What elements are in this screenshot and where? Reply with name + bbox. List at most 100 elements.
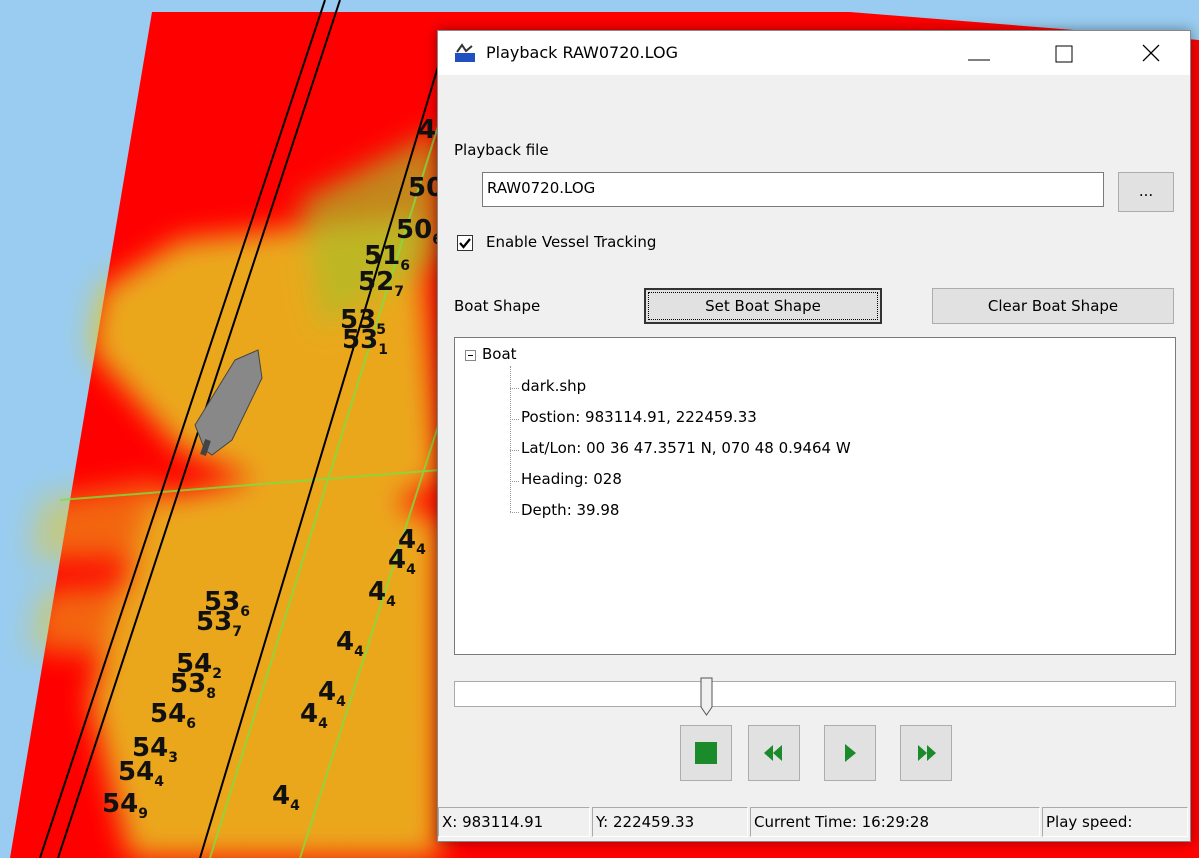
boat-stern — [200, 439, 211, 456]
tree-connector — [510, 450, 519, 451]
sounding-main: 4 — [398, 525, 416, 555]
sounding: 44 — [272, 781, 300, 814]
check-mark — [459, 238, 471, 249]
sounding-sub: 4 — [154, 774, 164, 790]
sounding-sub: 3 — [168, 750, 178, 766]
sounding-sub: 7 — [232, 624, 242, 640]
sounding: 527 — [358, 267, 404, 300]
sounding-main: 4 — [300, 699, 318, 729]
sounding-main: 4 — [318, 677, 336, 707]
sounding-sub: 4 — [386, 594, 396, 610]
tree-connector — [510, 512, 519, 513]
sounding-sub: 4 — [318, 716, 328, 732]
boat — [194, 349, 263, 456]
dialog: Playback RAW0720.LOG Playback file RAW07… — [437, 30, 1191, 842]
sounding-sub: 4 — [290, 798, 300, 814]
sounding-main: 4 — [368, 577, 386, 607]
stop-button[interactable] — [680, 725, 732, 781]
status-field: X: 983114.91 — [438, 807, 590, 837]
sounding-sub: 6 — [400, 258, 410, 274]
sounding-main: 53 — [340, 305, 376, 335]
checkbox-label[interactable]: Enable Vessel Tracking — [486, 233, 657, 251]
tree-item[interactable]: Depth: 39.98 — [521, 501, 620, 519]
sounding-sub: 6 — [186, 716, 196, 732]
sounding-sub: 4 — [354, 644, 364, 660]
sounding: 543 — [132, 733, 178, 766]
tree-item[interactable]: Lat/Lon: 00 36 47.3571 N, 070 48 0.9464 … — [521, 439, 851, 457]
sounding: 44 — [336, 627, 364, 660]
sounding-main: 54 — [132, 733, 168, 763]
sounding-main: 54 — [102, 789, 138, 819]
tree-connector — [510, 419, 519, 420]
track-lines — [59, 119, 441, 858]
sounding-main: 4 — [418, 115, 436, 145]
sounding-sub: 9 — [138, 806, 148, 822]
sounding: 44 — [388, 545, 416, 578]
status-field: Y: 222459.33 — [592, 807, 748, 837]
fast-forward-button[interactable] — [900, 725, 952, 781]
window-title: Playback RAW0720.LOG — [486, 43, 678, 62]
sounding: 542 — [176, 649, 222, 682]
sounding-main: 54 — [176, 649, 212, 679]
sounding-main: 54 — [118, 757, 154, 787]
sounding-main: 4 — [336, 627, 354, 657]
status-field: Current Time: 16:29:28 — [750, 807, 1040, 837]
sounding-main: 53 — [204, 587, 240, 617]
rewind-button[interactable] — [748, 725, 800, 781]
sounding-main: 4 — [272, 781, 290, 811]
sounding: 516 — [364, 241, 410, 274]
sounding: 537 — [196, 607, 242, 640]
sounding-main: 53 — [196, 607, 232, 637]
sounding: 536 — [204, 587, 250, 620]
sounding: 44 — [368, 577, 396, 610]
tree-root[interactable]: Boat — [482, 345, 517, 363]
sounding-sub: 6 — [240, 604, 250, 620]
set-boat-shape-button[interactable]: Set Boat Shape — [644, 288, 882, 324]
sounding-main: 51 — [364, 241, 400, 271]
file-input[interactable]: RAW0720.LOG — [482, 172, 1104, 207]
sounding-main: 50 — [396, 215, 432, 245]
sounding-sub: 4 — [336, 694, 346, 710]
slider-track[interactable] — [454, 681, 1176, 707]
sounding: 535 — [340, 305, 386, 338]
sounding: 549 — [102, 789, 148, 822]
sounding-main: 52 — [358, 267, 394, 297]
tree-item[interactable]: Postion: 983114.91, 222459.33 — [521, 408, 757, 426]
sounding: 544 — [118, 757, 164, 790]
checkbox[interactable] — [457, 235, 473, 251]
play-button[interactable] — [824, 725, 876, 781]
window-controls[interactable] — [958, 39, 1188, 69]
tree-view[interactable]: Boat dark.shp Postion: 983114.91, 222459.… — [454, 337, 1176, 655]
label: Boat Shape — [454, 297, 541, 315]
clear-boat-shape-button[interactable]: Clear Boat Shape — [932, 288, 1174, 324]
sounding-sub: 4 — [416, 542, 426, 558]
sounding: 538 — [170, 669, 216, 702]
tree-item[interactable]: Heading: 028 — [521, 470, 622, 488]
sounding: 44 — [318, 677, 346, 710]
sounding-sub: 7 — [394, 284, 404, 300]
sounding: 546 — [150, 699, 196, 732]
app-icon — [455, 43, 475, 62]
label: Playback file — [454, 141, 549, 159]
sounding-main: 53 — [342, 325, 378, 355]
sounding-sub: 1 — [378, 342, 388, 358]
tree-item[interactable]: dark.shp — [521, 377, 587, 395]
browse-button[interactable]: ... — [1118, 172, 1174, 212]
slider-thumb[interactable] — [700, 677, 714, 717]
sounding-sub: 2 — [212, 666, 222, 682]
sounding-main: 53 — [170, 669, 206, 699]
sounding-main: 54 — [150, 699, 186, 729]
tree-connector — [510, 481, 519, 482]
collapse-icon[interactable] — [465, 350, 477, 362]
status-field: Play speed: — [1042, 807, 1188, 837]
sounding-main: 4 — [388, 545, 406, 575]
sounding-sub: 5 — [376, 322, 386, 338]
tree-line — [510, 366, 511, 512]
sounding-sub: 8 — [206, 686, 216, 702]
sounding: 531 — [342, 325, 388, 358]
sounding-sub: 4 — [406, 562, 416, 578]
title-bar: Playback RAW0720.LOG — [438, 31, 1190, 75]
tree-connector — [510, 388, 519, 389]
sounding: 44 — [300, 699, 328, 732]
